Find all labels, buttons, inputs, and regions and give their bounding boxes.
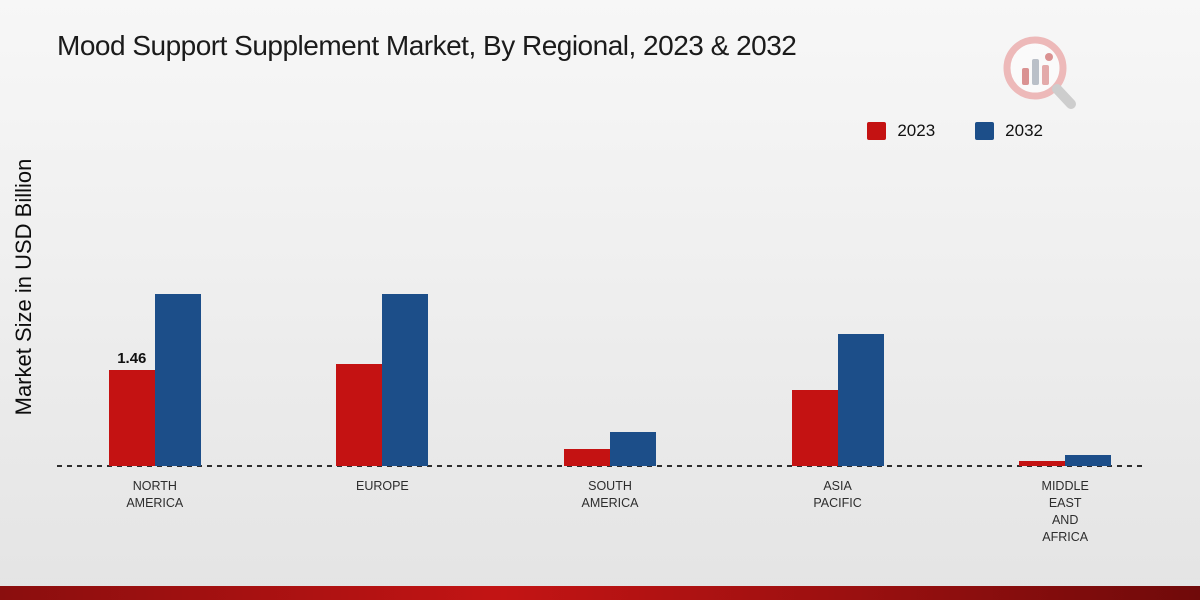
bar-2023-north-america: 1.46 xyxy=(108,350,155,466)
bar-group-europe: EUROPE xyxy=(269,126,497,493)
category-label-north-america: NORTH AMERICA xyxy=(126,479,184,510)
value-label-2023-north-america: 1.46 xyxy=(117,350,147,367)
bar-pair-asia-pacific xyxy=(791,334,884,466)
brand-logo-icon xyxy=(993,30,1083,115)
category-label-asia-pacific: ASIA PACIFIC xyxy=(813,479,862,510)
x-axis-baseline xyxy=(57,465,1147,467)
legend-label-2032: 2032 xyxy=(1005,121,1043,140)
bar-group-north-america: 1.46 NORTH AMERICA xyxy=(41,126,269,510)
category-label-europe: EUROPE xyxy=(355,479,409,493)
bar-2032-south-america xyxy=(609,432,656,466)
bar-2032-middle-east-and-africa xyxy=(1065,455,1112,466)
category-label-middle-east-and-africa: MIDDLE EAST AND AFRICA xyxy=(1041,479,1089,544)
chart-title: Mood Support Supplement Market, By Regio… xyxy=(57,30,797,61)
y-axis-label: Market Size in USD Billion xyxy=(11,158,36,416)
legend-swatch-2023 xyxy=(867,122,887,140)
legend-swatch-2032 xyxy=(975,122,995,140)
bar-group-asia-pacific: ASIA PACIFIC xyxy=(724,126,952,510)
bar-pair-north-america: 1.46 xyxy=(108,294,201,466)
legend-item-2032: 2032 xyxy=(975,121,1043,141)
plot-area: 1.46 NORTH AMERICA EUROPE SOUTH AMERICA ASIA… xyxy=(41,126,1179,544)
bar-pair-south-america xyxy=(563,432,656,466)
bar-2023-asia-pacific xyxy=(791,390,838,466)
bar-pair-middle-east-and-africa xyxy=(1019,455,1112,466)
bar-group-middle-east-and-africa: MIDDLE EAST AND AFRICA xyxy=(951,126,1179,544)
bar-pair-europe xyxy=(336,294,429,466)
legend-label-2023: 2023 xyxy=(897,121,936,140)
footer-band xyxy=(0,586,1200,600)
legend-item-2023: 2023 xyxy=(867,121,935,141)
category-label-south-america: SOUTH AMERICA xyxy=(581,479,639,510)
bar-2023-europe xyxy=(336,364,383,466)
bar-2032-europe xyxy=(382,294,429,466)
legend: 2023 2032 xyxy=(867,121,1043,141)
bar-2023-middle-east-and-africa xyxy=(1019,461,1066,466)
bar-2032-asia-pacific xyxy=(837,334,884,466)
bar-2032-north-america xyxy=(154,294,201,466)
bar-2023-south-america xyxy=(563,449,610,466)
bar-group-south-america: SOUTH AMERICA xyxy=(496,126,724,510)
